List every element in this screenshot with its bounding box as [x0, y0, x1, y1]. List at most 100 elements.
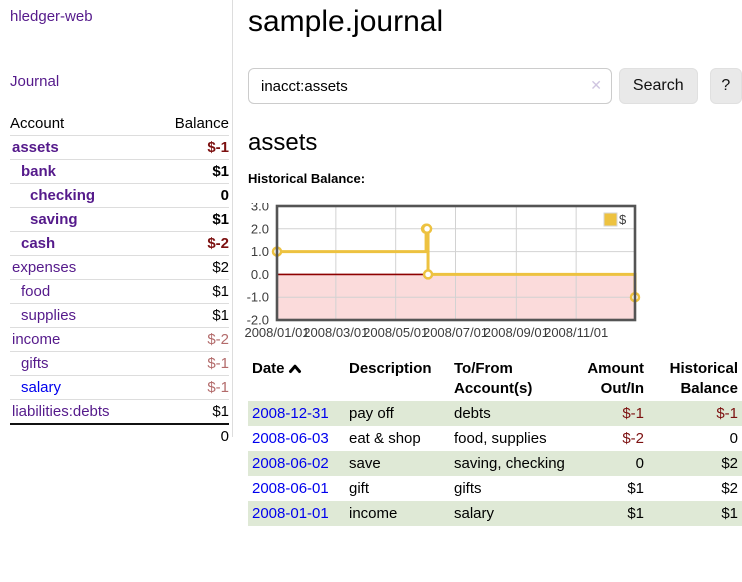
balance-column-header-main: Historical Balance [669, 360, 738, 397]
x-tick-label: 2008/07/01 [423, 325, 488, 340]
table-row: 2008-06-03 eat & shop food, supplies $-2 0 [248, 426, 742, 451]
page-title: sample.journal [248, 5, 444, 38]
account-balance: $-2 [151, 231, 229, 256]
account-link[interactable]: bank [21, 163, 57, 180]
account-link[interactable]: expenses [12, 259, 77, 276]
account-balance-table: Account Balance assets $-1 bank $1 checking 0… [10, 112, 229, 448]
balance-chart: 3.0 2.0 1.0 0.0 -1.0 -2.02008/01/012008/03/01… [244, 203, 641, 340]
x-tick-label: 2008/11/01 [544, 325, 608, 340]
account-row: supplies $1 [10, 303, 229, 328]
main-content: sample.journal ✕ Search ? assets Histori… [244, 0, 742, 526]
transaction-accounts: debts [454, 405, 491, 422]
account-row: cash $-2 [10, 231, 229, 256]
account-link[interactable]: food [21, 283, 51, 300]
account-link[interactable]: cash [21, 235, 56, 252]
account-balance: $-1 [151, 351, 229, 376]
account-row: salary $-1 [10, 375, 229, 400]
transaction-balance: $-1 [716, 405, 738, 422]
transaction-description: gift [349, 480, 370, 497]
transaction-date-link[interactable]: 2008-01-01 [252, 505, 329, 522]
description-column-header: Description [349, 360, 432, 377]
sidebar-item-journal[interactable]: Journal [10, 73, 60, 90]
transaction-balance: $2 [721, 455, 738, 472]
y-tick-label: 1.0 [251, 244, 269, 259]
account-row: liabilities:debts $1 [10, 399, 229, 424]
account-row: food $1 [10, 279, 229, 304]
transaction-balance: 0 [729, 430, 738, 447]
account-link[interactable]: salary [21, 379, 62, 396]
register-body: 2008-12-31 pay off debts $-1 $-1 2008-06-03 ea… [248, 401, 742, 526]
legend-swatch [603, 212, 618, 227]
transaction-balance: $2 [721, 480, 738, 497]
account-row: expenses $2 [10, 255, 229, 280]
sort-ascending-icon [288, 360, 302, 380]
account-row: income $-2 [10, 327, 229, 352]
y-tick-label: 0.0 [251, 267, 269, 282]
transaction-amount: $1 [627, 480, 644, 497]
transaction-amount: $1 [627, 505, 644, 522]
account-link[interactable]: gifts [21, 355, 49, 372]
sidebar-divider [232, 0, 233, 437]
brand-link[interactable]: hledger-web [10, 8, 93, 25]
account-link[interactable]: saving [30, 211, 78, 228]
data-point [421, 223, 433, 235]
account-balance: $2 [151, 255, 229, 280]
account-balance: $-1 [151, 135, 229, 160]
transaction-description: pay off [349, 405, 394, 422]
amount-column-header: Amount Out/In [587, 360, 644, 397]
date-column-header[interactable]: Date [248, 357, 345, 401]
chart-title: Historical Balance: [248, 171, 366, 186]
total-balance: 0 [151, 423, 229, 448]
account-column-header: Account [10, 115, 65, 132]
account-link[interactable]: supplies [21, 307, 77, 324]
account-table-body: assets $-1 bank $1 checking 0 saving $1 cash $-2 e… [10, 135, 229, 448]
account-balance: $1 [151, 303, 229, 328]
table-row: 2008-01-01 income salary $1 $1 [248, 501, 742, 526]
account-link[interactable]: checking [30, 187, 96, 204]
y-tick-label: -2.0 [247, 313, 269, 328]
y-tick-label: 3.0 [251, 203, 269, 214]
account-balance: $1 [151, 159, 229, 184]
balance-column-header: Balance [174, 115, 229, 132]
account-link[interactable]: liabilities:debts [12, 403, 110, 420]
transaction-amount: $-2 [622, 430, 644, 447]
account-row: gifts $-1 [10, 351, 229, 376]
account-link[interactable]: assets [12, 139, 59, 156]
search-input-wrapper: ✕ [248, 68, 612, 104]
account-balance: $-1 [151, 375, 229, 400]
y-tick-label: 2.0 [251, 221, 269, 236]
legend-label: $ [619, 212, 627, 227]
balance-chart-container: 3.0 2.0 1.0 0.0 -1.0 -2.0 2008/01/01 2008/03/01… [244, 203, 742, 351]
register-header-row: Date Description To/From Account(s) Amou… [248, 357, 742, 401]
transaction-accounts: saving, checking [454, 455, 565, 472]
x-tick-label: 2008/05/01 [363, 325, 428, 340]
account-heading: assets [248, 129, 318, 156]
account-balance: 0 [151, 183, 229, 208]
account-link[interactable]: income [12, 331, 61, 348]
transaction-description: income [349, 505, 398, 522]
account-balance: $-2 [151, 327, 229, 352]
account-row: bank $1 [10, 159, 229, 184]
account-row: assets $-1 [10, 135, 229, 160]
transaction-date-link[interactable]: 2008-06-03 [252, 430, 329, 447]
transaction-amount: 0 [635, 455, 644, 472]
account-row: checking 0 [10, 183, 229, 208]
transaction-balance: $1 [721, 505, 738, 522]
help-button[interactable]: ? [709, 68, 742, 104]
transaction-description: save [349, 455, 381, 472]
account-balance: $1 [151, 399, 229, 424]
account-balance: $1 [151, 279, 229, 304]
search-input[interactable] [248, 68, 612, 104]
search-button[interactable]: Search [619, 68, 698, 104]
sidebar: hledger-web Journal Account Balance asse… [0, 0, 233, 448]
clear-search-icon[interactable]: ✕ [590, 77, 602, 93]
transaction-description: eat & shop [349, 430, 421, 447]
table-row: 2008-12-31 pay off debts $-1 $-1 [248, 401, 742, 426]
transaction-date-link[interactable]: 2008-06-02 [252, 455, 329, 472]
data-point [422, 269, 434, 280]
search-bar: ✕ Search ? [248, 68, 742, 104]
table-row: 2008-06-02 save saving, checking 0 $2 [248, 451, 742, 476]
transaction-date-link[interactable]: 2008-06-01 [252, 480, 329, 497]
transaction-date-link[interactable]: 2008-12-31 [252, 405, 329, 422]
